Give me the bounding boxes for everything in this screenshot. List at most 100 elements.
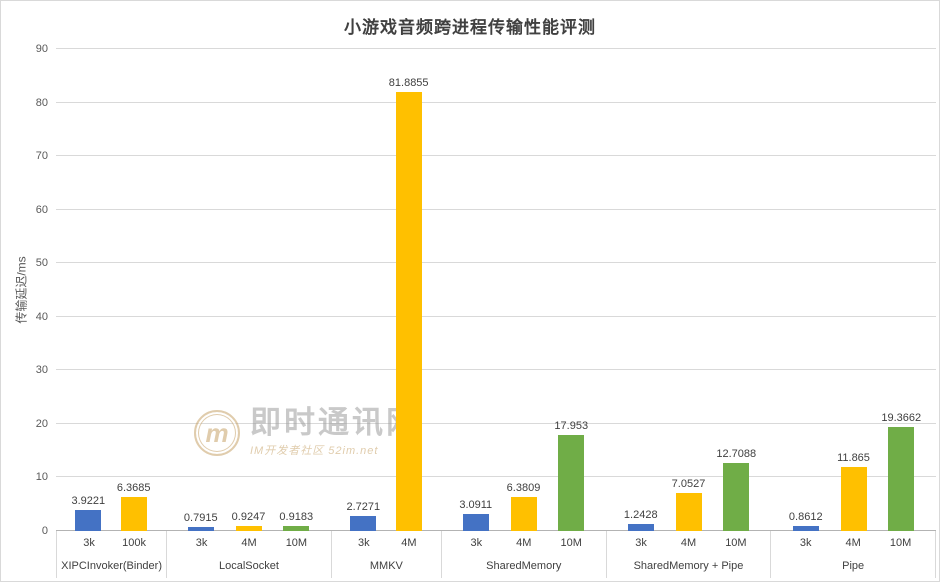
bar-group-3: 2.7271 81.8855 (331, 49, 441, 531)
bar-LocalSocket-4M (235, 526, 262, 531)
value-label: 7.0527 (671, 478, 706, 491)
group-label: LocalSocket (219, 560, 279, 572)
gridline-60 (56, 208, 936, 210)
bar-group-4: 3.0911 6.3809 17.953 (441, 49, 606, 531)
group-label: Pipe (842, 560, 865, 572)
bar-Pipe-10M (888, 427, 915, 531)
bar-cell: 0.7915 (184, 49, 218, 531)
x-tick-label: 10M (560, 537, 582, 549)
bar-cell: 81.8855 (389, 49, 429, 531)
bar-Pipe-3k (792, 526, 819, 531)
bar-cell: 17.953 (554, 49, 588, 531)
bar-cell: 0.9183 (279, 49, 313, 531)
y-tick-label-50: 50 (35, 257, 48, 270)
x-group-5: 3k 4M 10M SharedMemory + Pipe (607, 531, 772, 578)
x-tick-label: 4M (516, 537, 532, 549)
value-label: 1.2428 (623, 509, 658, 522)
y-tick-label-0: 0 (41, 525, 48, 537)
bar-cell: 11.865 (837, 49, 870, 531)
x-tick-cell: 3k (628, 537, 654, 554)
x-tick-cell: 4M (396, 537, 422, 554)
bar-cell: 6.3685 (117, 49, 150, 531)
x-tick-cell: 3k (189, 537, 215, 554)
x-group-6: 3k 4M 10M Pipe (771, 531, 936, 578)
y-tick-label-60: 60 (35, 203, 48, 216)
x-tick-label: 4M (680, 537, 697, 549)
x-tick-label: 10M (725, 537, 747, 549)
bar-cell: 6.3809 (507, 49, 540, 531)
x-tick-label: 4M (845, 537, 861, 549)
bar-groups: 3.9221 6.3685 0.7915 0.9247 0.9183 2.7271 81.8… (56, 49, 936, 531)
value-label: 3.9221 (71, 495, 106, 507)
bar-group-6: 0.8612 11.865 19.3662 (771, 49, 936, 531)
gridline-30 (56, 369, 936, 371)
group-label: SharedMemory (486, 560, 562, 572)
x-group-3: 3k 4M MMKV (332, 531, 442, 578)
gridline-10 (56, 476, 936, 478)
bar-XIPCInvoker(Binder)-100k (120, 496, 147, 531)
gridline-50 (56, 262, 936, 264)
x-tick-label: 4M (401, 537, 417, 549)
plot-area: m 即时通讯网 IM开发者社区 52im.net 3.9221 6.3685 0.7… (36, 43, 936, 578)
y-tick-label-90: 90 (35, 43, 48, 55)
gridline-90 (56, 48, 936, 49)
value-label: 0.7915 (183, 511, 218, 524)
bar-SharedMemory + Pipe-4M (675, 493, 702, 531)
x-tick-label: 3k (470, 537, 483, 549)
bar-SharedMemory-4M (510, 496, 537, 531)
bar-cell: 0.9247 (232, 49, 265, 531)
bar-SharedMemory-10M (558, 434, 585, 531)
group-label: MMKV (369, 560, 403, 572)
bar-MMKV-4M (395, 92, 422, 531)
y-tick-label-40: 40 (35, 310, 48, 323)
x-group-4: 3k 4M 10M SharedMemory (442, 531, 607, 578)
x-tick-label: 3k (358, 537, 370, 549)
gridline-70 (56, 155, 936, 157)
x-tick-cell: 3k (793, 537, 819, 554)
bar-Pipe-4M (840, 467, 867, 531)
bar-cell: 7.0527 (672, 49, 705, 531)
x-tick-cell: 3k (351, 537, 377, 554)
x-tick-cell: 10M (888, 537, 914, 554)
gridline-40 (56, 315, 936, 317)
value-label: 12.7088 (716, 447, 757, 460)
value-label: 0.9247 (231, 511, 266, 524)
x-tick-cell: 4M (840, 537, 866, 554)
x-tick-label: 100k (122, 537, 146, 549)
x-tick-cell: 100k (121, 537, 147, 554)
x-group-1: 3k 100k XIPCInvoker(Binder) (56, 531, 168, 578)
value-label: 3.0911 (459, 499, 493, 512)
value-label: 19.3662 (881, 412, 922, 425)
x-tick-label: 3k (83, 537, 95, 549)
x-tick-label: 10M (889, 537, 912, 549)
bar-cell: 0.8612 (789, 49, 823, 531)
x-tick-cell: 10M (558, 537, 584, 554)
x-tick-cell: 3k (76, 537, 102, 554)
value-label: 81.8855 (388, 77, 429, 90)
y-tick-label-20: 20 (35, 417, 48, 430)
x-tick-label: 3k (195, 537, 208, 549)
group-label: SharedMemory + Pipe (633, 560, 744, 572)
bar-LocalSocket-10M (283, 526, 310, 531)
chart-title: 小游戏音频跨进程传输性能评测 (344, 18, 596, 37)
gridline-20 (56, 422, 936, 424)
gridline-80 (56, 101, 936, 103)
x-tick-cell: 10M (723, 537, 749, 554)
x-tick-label: 10M (285, 537, 308, 549)
value-label: 11.865 (837, 452, 870, 465)
bar-SharedMemory + Pipe-10M (723, 462, 750, 531)
bar-SharedMemory-3k (462, 514, 489, 531)
x-axis-labels: 3k 100k XIPCInvoker(Binder) 3k 4M 10M LocalSoc… (56, 531, 936, 578)
x-tick-cell: 4M (511, 537, 537, 554)
y-axis-title: 传输延迟/ms (14, 256, 29, 324)
value-label: 6.3685 (116, 481, 151, 494)
bar-cell: 3.0911 (459, 49, 492, 531)
y-tick-label-80: 80 (35, 96, 48, 109)
bar-cell: 1.2428 (624, 49, 658, 531)
value-label: 17.953 (554, 419, 589, 432)
y-tick-label-30: 30 (35, 364, 48, 377)
bar-LocalSocket-3k (187, 526, 214, 531)
bar-XIPCInvoker(Binder)-3k (75, 510, 102, 531)
x-tick-cell: 3k (463, 537, 489, 554)
